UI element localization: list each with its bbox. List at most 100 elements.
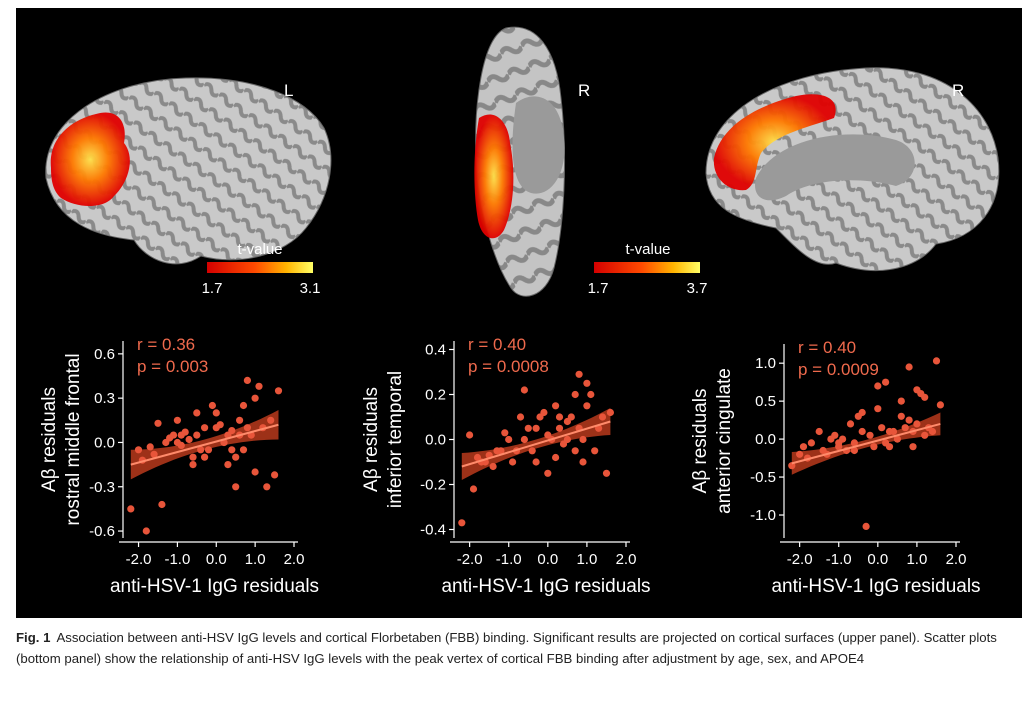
data-point <box>197 446 205 454</box>
data-point <box>870 443 878 451</box>
brain-right-inferior: R t-value 1.7 3.7 <box>474 26 707 297</box>
data-point <box>850 439 859 447</box>
data-point <box>189 453 197 461</box>
figure-canvas: L t-value 1.7 3.1 R t-value 1.7 3.7 R -0… <box>39 26 1000 597</box>
data-point <box>271 471 279 479</box>
data-point <box>885 427 894 436</box>
data-point <box>251 468 259 476</box>
data-point <box>501 429 509 437</box>
y-axis-label: Aβ residuals <box>361 387 382 492</box>
data-point <box>583 379 591 387</box>
data-point <box>579 458 587 466</box>
data-point <box>835 439 843 447</box>
data-point <box>173 416 181 424</box>
figure-caption: Fig. 1 Association between anti-HSV IgG l… <box>16 627 1022 669</box>
data-point <box>267 416 275 424</box>
x-tick-label: 2.0 <box>946 551 967 568</box>
x-axis-label: anti-HSV-1 IgG residuals <box>110 576 319 597</box>
data-point <box>497 447 505 455</box>
p-value: p = 0.003 <box>137 357 208 376</box>
y-tick-label: 0.4 <box>425 342 446 359</box>
y-tick-label: -1.0 <box>750 507 776 524</box>
data-point <box>520 386 528 394</box>
data-point <box>239 401 248 410</box>
data-point <box>528 447 536 455</box>
data-point <box>932 357 941 365</box>
regression-line <box>461 420 611 468</box>
data-point <box>516 413 525 421</box>
activation-cluster <box>50 112 130 206</box>
data-point <box>583 402 591 410</box>
data-point <box>850 446 859 455</box>
data-point <box>150 450 158 458</box>
x-tick-label: 1.0 <box>245 551 266 568</box>
data-point <box>189 461 197 469</box>
y-tick-label: 0.0 <box>425 432 446 449</box>
data-point <box>928 427 937 436</box>
data-point <box>193 409 201 417</box>
data-point <box>181 428 189 436</box>
data-point <box>555 413 564 421</box>
x-tick-label: -2.0 <box>126 551 152 568</box>
p-value: p = 0.0008 <box>468 357 549 376</box>
activation-cluster <box>713 94 836 191</box>
data-point <box>532 458 540 466</box>
y-tick-label: -0.5 <box>750 469 776 486</box>
x-tick-label: 0.0 <box>867 551 888 568</box>
data-point <box>185 435 193 444</box>
data-point <box>239 446 248 454</box>
data-point <box>177 441 185 449</box>
data-point <box>524 424 532 432</box>
data-point <box>862 522 870 531</box>
data-point <box>555 424 564 432</box>
data-point <box>466 431 474 439</box>
data-point <box>544 469 552 477</box>
data-point <box>858 427 866 436</box>
x-tick-label: -1.0 <box>496 551 522 568</box>
y-axis-label: rostral middle frontal <box>63 353 84 525</box>
data-point <box>204 446 213 454</box>
data-point <box>815 427 823 436</box>
data-point <box>866 431 874 439</box>
brain-right-medial: R <box>705 67 1000 271</box>
data-point <box>567 413 575 421</box>
y-tick-label: 0.2 <box>425 387 446 404</box>
data-point <box>807 439 816 447</box>
data-point <box>579 435 587 444</box>
data-point <box>571 447 579 455</box>
data-point <box>897 397 905 405</box>
x-tick-label: -1.0 <box>826 551 852 568</box>
data-point <box>563 435 572 444</box>
data-point <box>831 431 839 439</box>
data-point <box>224 461 232 469</box>
cortex-medial-surface <box>512 96 565 194</box>
data-point <box>602 469 611 477</box>
hemisphere-label: R <box>952 81 964 100</box>
data-point <box>232 453 240 461</box>
data-point <box>469 485 478 493</box>
regression-line <box>130 423 279 466</box>
brain-left-lateral: L t-value 1.7 3.1 <box>45 77 332 297</box>
colorbar <box>207 262 313 273</box>
data-point <box>587 390 595 399</box>
data-point <box>591 447 599 455</box>
data-point <box>127 505 135 513</box>
y-tick-label: -0.2 <box>420 477 446 494</box>
data-point <box>201 453 209 461</box>
data-point <box>913 386 921 394</box>
data-point <box>796 450 804 458</box>
data-point <box>878 424 886 432</box>
y-tick-label: 0.0 <box>94 434 115 451</box>
p-value: p = 0.0009 <box>798 360 879 379</box>
y-tick-label: -0.4 <box>420 522 446 539</box>
y-axis-label: inferior temporal <box>385 371 406 508</box>
x-tick-label: 1.0 <box>576 551 597 568</box>
x-axis-label: anti-HSV-1 IgG residuals <box>771 576 980 597</box>
data-point <box>505 435 513 444</box>
y-axis-label: anterior cingulate <box>714 368 735 514</box>
data-point <box>193 431 201 439</box>
data-point <box>154 419 162 427</box>
data-point <box>909 443 917 451</box>
data-point <box>606 408 615 417</box>
data-point <box>905 416 913 424</box>
